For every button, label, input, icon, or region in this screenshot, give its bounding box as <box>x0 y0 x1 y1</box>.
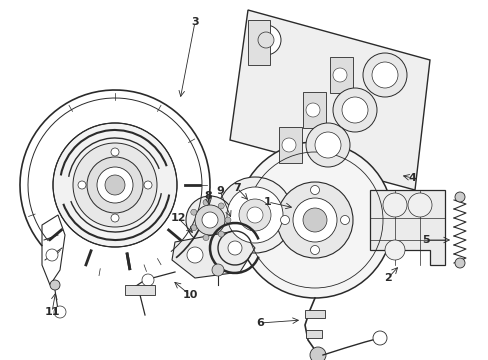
Circle shape <box>217 177 292 253</box>
Circle shape <box>50 280 60 290</box>
Circle shape <box>246 207 263 223</box>
Circle shape <box>250 25 281 55</box>
Circle shape <box>212 264 224 276</box>
Circle shape <box>105 175 125 195</box>
Circle shape <box>237 142 392 298</box>
Polygon shape <box>369 190 444 265</box>
Circle shape <box>224 217 230 223</box>
Circle shape <box>407 193 431 217</box>
Text: 6: 6 <box>256 318 264 328</box>
Circle shape <box>111 148 119 156</box>
Circle shape <box>203 235 208 240</box>
Circle shape <box>362 53 406 97</box>
Polygon shape <box>229 10 429 190</box>
Circle shape <box>185 196 234 244</box>
Circle shape <box>227 241 242 255</box>
Polygon shape <box>305 330 321 338</box>
Text: 8: 8 <box>203 191 211 201</box>
Polygon shape <box>329 57 352 93</box>
Circle shape <box>454 192 464 202</box>
Circle shape <box>305 103 319 117</box>
Circle shape <box>78 181 86 189</box>
Circle shape <box>218 231 224 237</box>
Circle shape <box>384 240 404 260</box>
Polygon shape <box>247 20 269 65</box>
Circle shape <box>186 247 203 263</box>
Circle shape <box>372 331 386 345</box>
Text: 11: 11 <box>44 307 60 317</box>
Circle shape <box>332 68 346 82</box>
Text: 12: 12 <box>170 213 185 223</box>
Circle shape <box>46 249 58 261</box>
Text: 2: 2 <box>384 273 391 283</box>
Circle shape <box>309 347 325 360</box>
Circle shape <box>280 216 289 225</box>
Circle shape <box>143 181 152 189</box>
Circle shape <box>202 212 218 228</box>
Circle shape <box>190 209 196 215</box>
Circle shape <box>332 88 376 132</box>
Circle shape <box>190 225 196 231</box>
Circle shape <box>54 306 66 318</box>
Text: 1: 1 <box>264 197 271 207</box>
Text: 4: 4 <box>407 173 415 183</box>
Circle shape <box>292 198 336 242</box>
Text: 7: 7 <box>233 183 241 193</box>
Circle shape <box>73 143 157 227</box>
Circle shape <box>53 123 177 247</box>
Circle shape <box>97 167 133 203</box>
Polygon shape <box>305 310 325 318</box>
Circle shape <box>371 62 397 88</box>
Circle shape <box>195 205 224 235</box>
Polygon shape <box>279 127 302 163</box>
Circle shape <box>282 138 295 152</box>
Circle shape <box>258 32 273 48</box>
Circle shape <box>111 214 119 222</box>
Circle shape <box>142 274 154 286</box>
Circle shape <box>239 199 270 231</box>
Circle shape <box>341 97 367 123</box>
Circle shape <box>203 199 208 206</box>
Circle shape <box>305 123 349 167</box>
Polygon shape <box>172 230 254 278</box>
Polygon shape <box>303 92 325 128</box>
Circle shape <box>87 157 142 213</box>
Circle shape <box>454 258 464 268</box>
Circle shape <box>218 203 224 209</box>
Circle shape <box>303 208 326 232</box>
Circle shape <box>382 193 406 217</box>
Circle shape <box>276 182 352 258</box>
Text: 5: 5 <box>421 235 429 245</box>
Circle shape <box>226 187 283 243</box>
Circle shape <box>340 216 349 225</box>
Text: 9: 9 <box>216 186 224 196</box>
Polygon shape <box>125 285 155 295</box>
Circle shape <box>314 132 340 158</box>
Text: 10: 10 <box>182 290 197 300</box>
Text: 3: 3 <box>191 17 199 27</box>
Circle shape <box>310 246 319 255</box>
Circle shape <box>310 185 319 194</box>
